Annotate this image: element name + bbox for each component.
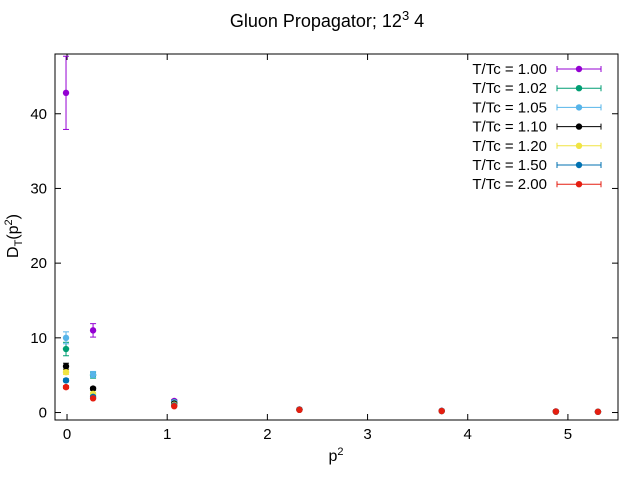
y-tick-label: 0 <box>39 405 47 422</box>
legend-marker <box>575 161 583 169</box>
data-point <box>594 408 602 415</box>
legend-marker <box>575 104 583 111</box>
x-tick-label: 3 <box>363 426 371 443</box>
data-point <box>62 89 70 97</box>
data-point <box>62 363 70 370</box>
data-point <box>62 345 70 353</box>
x-tick-label: 1 <box>163 426 171 443</box>
legend-marker <box>575 85 583 92</box>
y-tick-label: 40 <box>30 106 47 123</box>
x-axis-label: p2 <box>328 446 343 465</box>
legend-label: T/Tc = 1.05 <box>472 99 547 116</box>
legend-label: T/Tc = 1.20 <box>472 138 547 155</box>
data-point <box>89 395 97 402</box>
x-tick-label: 0 <box>63 426 71 443</box>
data-point <box>89 385 97 392</box>
data-point <box>89 371 97 378</box>
legend-label: T/Tc = 1.50 <box>472 157 547 174</box>
data-point <box>552 408 560 415</box>
data-point <box>296 406 303 414</box>
y-axis-label: DT(p2) <box>3 214 25 258</box>
legend-marker <box>575 181 583 188</box>
data-marks <box>62 55 602 415</box>
data-point <box>62 383 70 391</box>
x-tick-label: 2 <box>263 426 271 443</box>
legend-marker <box>575 65 583 73</box>
legend-label: T/Tc = 1.00 <box>472 61 547 78</box>
data-point <box>62 334 70 342</box>
y-tick-label: 30 <box>30 180 47 197</box>
legend-label: T/Tc = 2.00 <box>472 176 547 193</box>
series-group <box>62 368 602 415</box>
series-group <box>62 383 602 415</box>
x-tick-label: 5 <box>564 426 572 443</box>
series-group <box>62 341 602 415</box>
x-tick-label: 4 <box>464 426 472 443</box>
y-tick-label: 10 <box>30 330 47 347</box>
data-point <box>62 377 70 384</box>
data-point <box>438 407 445 415</box>
data-point <box>89 327 97 334</box>
legend-label: T/Tc = 1.10 <box>472 119 547 136</box>
plot-frame <box>54 53 619 421</box>
series-group <box>62 331 602 415</box>
data-point <box>171 402 178 410</box>
series-group <box>62 377 602 415</box>
axis-ticks: 0 1 2 3 4 5 0 10 20 30 40 <box>30 54 618 443</box>
legend-marker <box>575 123 583 130</box>
legend: T/Tc = 1.00 T/Tc = 1.02 T/Tc = 1.05 T/Tc = … <box>472 61 602 193</box>
data-point <box>62 368 70 376</box>
legend-label: T/Tc = 1.02 <box>472 80 547 97</box>
y-tick-label: 20 <box>30 255 47 272</box>
legend-marker <box>575 142 583 149</box>
series-group <box>62 362 602 415</box>
chart-title: Gluon Propagator; 123 4 <box>230 8 424 31</box>
